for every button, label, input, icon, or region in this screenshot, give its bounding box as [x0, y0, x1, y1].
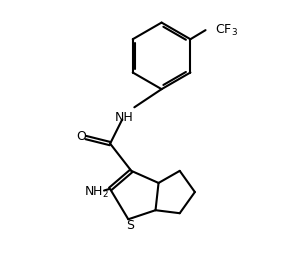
Text: NH$_2$: NH$_2$ — [84, 185, 109, 200]
Text: CF$_3$: CF$_3$ — [215, 23, 238, 38]
Text: NH: NH — [114, 111, 133, 124]
Text: O: O — [77, 129, 86, 142]
Text: S: S — [126, 219, 134, 232]
